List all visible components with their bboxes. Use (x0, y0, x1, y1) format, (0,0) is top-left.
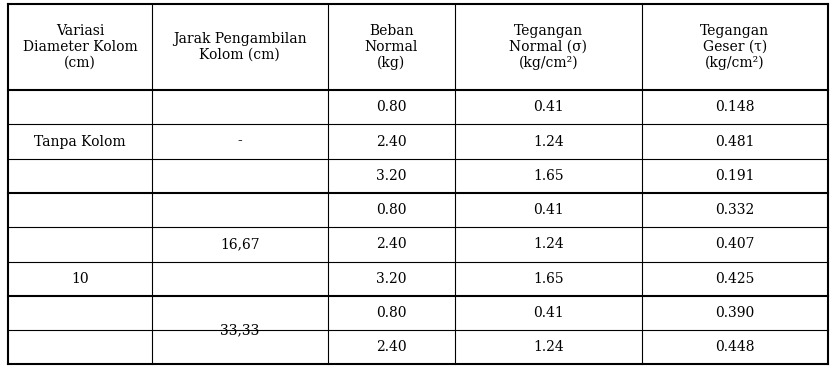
Text: 2.40: 2.40 (376, 340, 406, 354)
Text: Tegangan
Geser (τ)
(kg/cm²): Tegangan Geser (τ) (kg/cm²) (700, 24, 769, 70)
Text: 1.24: 1.24 (533, 135, 563, 149)
Text: 2.40: 2.40 (376, 237, 406, 251)
Text: 0.448: 0.448 (715, 340, 754, 354)
Text: Variasi
Diameter Kolom
(cm): Variasi Diameter Kolom (cm) (23, 24, 137, 70)
Text: 0.390: 0.390 (715, 306, 754, 320)
Text: Tegangan
Normal (σ)
(kg/cm²): Tegangan Normal (σ) (kg/cm²) (509, 24, 587, 70)
Text: 1.65: 1.65 (533, 272, 563, 286)
Text: Jarak Pengambilan
Kolom (cm): Jarak Pengambilan Kolom (cm) (173, 32, 307, 62)
Text: 0.191: 0.191 (715, 169, 754, 183)
Text: Tanpa Kolom: Tanpa Kolom (34, 135, 126, 149)
Text: 2.40: 2.40 (376, 135, 406, 149)
Text: 1.24: 1.24 (533, 237, 563, 251)
Text: 0.425: 0.425 (715, 272, 754, 286)
Text: Beban
Normal
(kg): Beban Normal (kg) (364, 24, 418, 70)
Text: 0.148: 0.148 (715, 100, 754, 114)
Text: 0.41: 0.41 (533, 203, 563, 217)
Text: 0.41: 0.41 (533, 100, 563, 114)
Text: 0.80: 0.80 (376, 203, 406, 217)
Text: -: - (237, 135, 242, 149)
Text: 0.80: 0.80 (376, 100, 406, 114)
Text: 0.332: 0.332 (715, 203, 754, 217)
Text: 1.24: 1.24 (533, 340, 563, 354)
Text: 0.80: 0.80 (376, 306, 406, 320)
Text: 1.65: 1.65 (533, 169, 563, 183)
Text: 0.481: 0.481 (715, 135, 754, 149)
Text: 33,33: 33,33 (220, 323, 259, 337)
Text: 3.20: 3.20 (376, 169, 406, 183)
Text: 16,67: 16,67 (220, 237, 260, 251)
Text: 0.407: 0.407 (715, 237, 754, 251)
Text: 10: 10 (71, 272, 89, 286)
Text: 3.20: 3.20 (376, 272, 406, 286)
Text: 0.41: 0.41 (533, 306, 563, 320)
